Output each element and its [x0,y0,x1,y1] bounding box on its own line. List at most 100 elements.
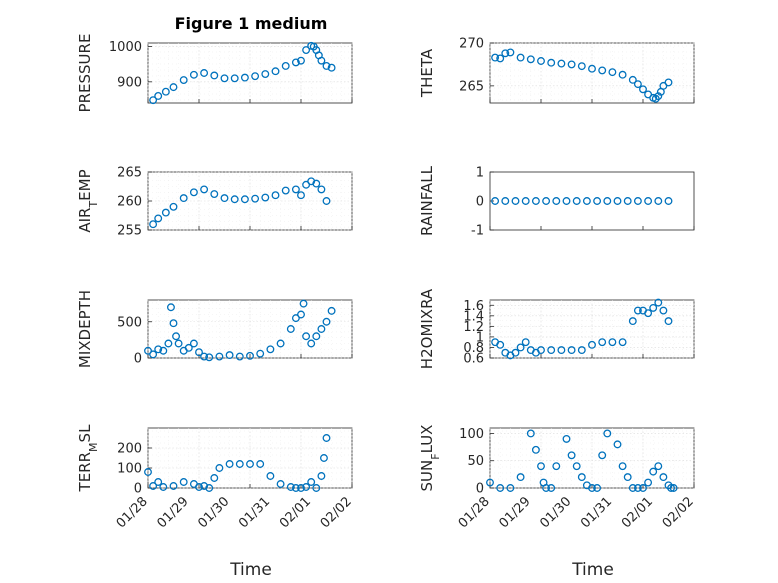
data-point [516,53,525,62]
data-point [169,83,178,92]
data-point [628,317,637,326]
data-point [526,55,535,64]
x-tick-label: 01/30 [195,494,232,531]
data-point [169,319,178,328]
data-point [154,214,163,223]
data-point [644,309,653,318]
data-point [322,317,331,326]
y-axis-label: MIXDEPTH [76,290,94,368]
data-point [307,339,316,348]
data-point [623,197,632,205]
data-point [189,339,198,348]
data-point [235,352,244,361]
data-point [516,473,525,482]
data-point [613,197,622,205]
data-point [312,179,321,188]
data-point [200,69,209,77]
data-point [317,56,326,65]
data-point [651,94,660,103]
data-point [240,73,249,82]
data-point [291,58,300,67]
y-tick-label: 260 [117,195,142,210]
data-point [664,197,673,205]
x-tick-label: 01/28 [114,494,151,531]
data-point [542,197,551,205]
data-point [161,208,170,217]
data-point [598,451,607,460]
x-tick-label: 01/31 [578,494,615,531]
data-point [588,484,596,492]
data-point [623,473,632,482]
data-point [215,464,224,472]
data-point [633,484,642,492]
data-point [149,350,158,359]
data-point [516,343,525,352]
data-point [562,197,571,205]
data-point [511,348,520,357]
y-tick-label: 1.2 [463,320,484,335]
data-point [582,197,591,205]
data-point [225,460,234,468]
data-point [210,474,219,482]
data-point [327,306,336,315]
data-point [506,48,515,57]
data-point [603,429,612,438]
x-axis-label-right: Time [571,560,614,580]
data-point [317,325,326,333]
data-point [166,303,175,312]
data-point [317,472,326,480]
x-axis-label-left: Time [229,560,272,580]
data-point [174,339,183,348]
data-point [251,72,260,81]
data-point [501,197,510,205]
data-point [567,60,576,69]
data-point [618,338,627,347]
y-tick-label: 100 [117,462,142,477]
y-tick-label: 100 [459,427,484,442]
y-axis-label: TERRMSL [76,424,100,493]
data-point [302,483,311,491]
data-point [189,70,198,79]
data-point [577,346,586,355]
x-tick-label: 01/28 [456,494,493,531]
data-point [302,46,311,55]
y-tick-label: 255 [117,224,142,239]
data-point [659,306,668,315]
data-point [189,188,198,197]
data-point [149,220,158,229]
data-point [276,339,285,348]
data-point [291,185,300,194]
y-tick-label: 1 [476,330,484,345]
data-point [200,482,209,490]
data-point [577,473,586,482]
data-point [552,197,561,205]
data-point [608,338,617,347]
data-point [577,62,586,71]
subplot-h2omixra: 0.60.811.21.41.6 H2OMIXRA [418,288,695,369]
data-point [322,61,331,70]
y-axis-label: SUNFLUX [418,425,442,492]
data-point [562,434,571,443]
data-point [659,473,668,482]
subplot-theta: 265 270 THETA [418,37,695,104]
subplot-pressure: 900 1000 PRESSURE [76,34,353,112]
data-point [149,482,158,490]
y-tick-label: 1 [476,166,484,181]
data-point [633,197,642,205]
data-point [312,332,321,341]
data-point [297,56,305,65]
data-point [542,484,551,492]
data-point [179,76,188,85]
data-point [501,49,510,58]
data-point [297,191,305,200]
data-point [537,346,545,355]
x-tick-label: 01/29 [497,494,534,531]
data-point [521,338,530,347]
x-tick-label: 01/29 [155,494,192,531]
data-point [628,484,637,492]
data-point [669,484,678,492]
data-point [572,197,581,205]
data-point [271,67,280,76]
subplot-sun_flux: 0 50 100 01/28 01/29 01/30 01/31 02/01 02/02 SUNF… [418,425,697,532]
data-point [511,197,520,205]
